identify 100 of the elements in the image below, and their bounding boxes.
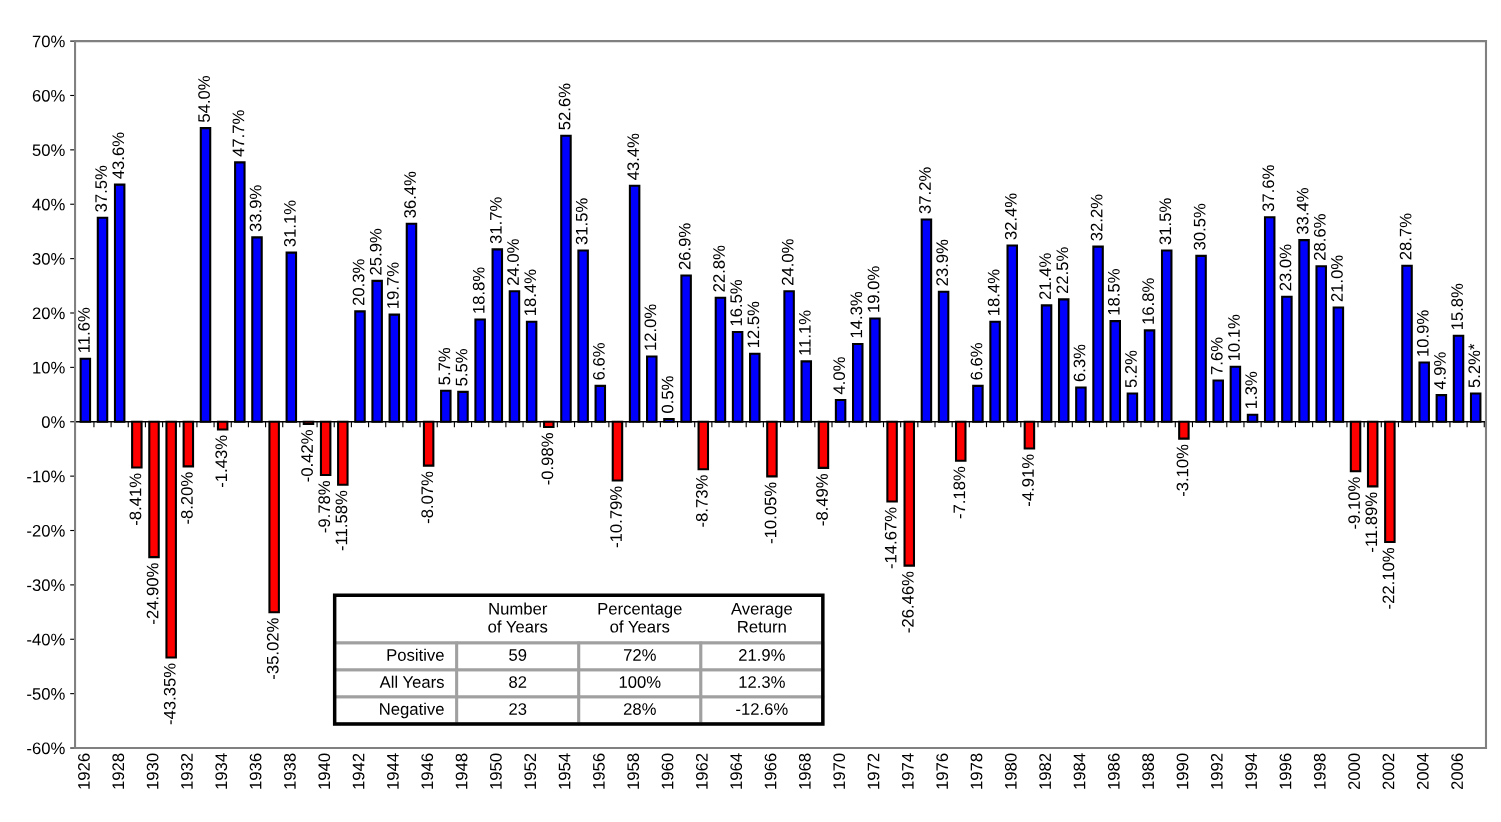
annotation: All Years [379,675,444,688]
data-label: -11.58% [335,490,348,551]
x-tick-label: 1970 [833,753,846,789]
data-label: 31.7% [489,197,502,244]
y-tick-label: 10% [33,361,65,374]
data-label: 52.6% [558,83,571,130]
data-label: 16.8% [1142,278,1155,324]
y-tick-label: -30% [27,579,65,592]
data-label: 5.5% [455,349,468,386]
data-label: -43.35% [163,663,176,725]
data-label: -9.78% [318,480,331,533]
data-label: -8.07% [421,471,434,524]
data-label: 1.3% [1245,371,1258,408]
data-label: 32.2% [1090,194,1103,241]
data-label: -11.89% [1365,492,1378,552]
x-tick-label: 1966 [764,753,777,789]
x-tick-label: 1950 [489,753,502,789]
data-label: 15.8% [1451,283,1463,330]
x-tick-label: 1962 [695,753,708,789]
data-label: 24.0% [507,239,519,285]
y-tick-label: -50% [27,688,65,700]
data-label: -3.10% [1176,444,1189,497]
data-label: 18.4% [524,269,537,315]
x-tick-label: 2002 [1382,753,1395,790]
y-tick-label: 60% [32,89,65,102]
x-tick-label: 1980 [1004,753,1017,789]
data-label: 23.9% [936,239,949,286]
data-label: 28.6% [1313,214,1326,260]
x-tick-label: 1968 [798,753,811,789]
y-tick-label: 20% [32,307,65,320]
annotation: Average Return [730,602,792,633]
x-tick-label: 2004 [1416,753,1429,790]
data-label: 36.4% [404,171,416,218]
data-label: 37.5% [95,165,107,212]
data-label: -26.46% [901,571,914,633]
x-tick-label: 1988 [1142,753,1155,789]
data-label: -8.41% [129,473,142,525]
annotation: 28% [623,703,656,715]
data-label: 33.4% [1296,188,1309,235]
data-label: -1.43% [215,435,228,488]
x-tick-label: 1958 [627,753,640,789]
data-label: -10.79% [610,486,622,548]
data-label: 6.3% [1073,344,1086,382]
y-tick-label: -20% [27,524,65,537]
x-tick-label: 1930 [146,753,159,789]
data-label: 10.9% [1416,310,1429,356]
data-label: 43.6% [112,132,125,179]
data-label: 31.1% [284,200,296,247]
data-label: 6.6% [592,343,605,380]
x-tick-label: 1974 [901,753,914,789]
x-tick-label: 1956 [592,753,605,789]
data-label: 5.7% [438,347,451,385]
data-label: 18.8% [472,267,485,313]
data-label: -22.10% [1382,547,1395,609]
data-label: 31.5% [1159,198,1172,245]
annotation: Negative [380,702,444,719]
data-label: 11.6% [78,307,90,352]
x-tick-label: 1994 [1245,753,1258,789]
data-label: 19.0% [867,266,880,312]
data-label: 4.9% [1434,352,1446,390]
data-label: -0.42% [301,430,313,482]
y-tick-label: -10% [27,470,65,483]
x-tick-label: 1972 [867,753,880,789]
data-label: 7.6% [1210,337,1223,375]
data-label: 21.0% [1331,255,1343,302]
annotation: -12.6% [736,703,788,715]
data-label: 47.7% [232,110,245,157]
data-label: 12.0% [644,304,657,350]
x-tick-label: 1940 [318,753,331,789]
x-tick-label: 1938 [284,753,296,789]
data-label: 24.0% [781,239,794,285]
data-label: 5.2% [1125,350,1137,388]
x-tick-label: 1936 [249,753,262,789]
data-label: 19.7% [386,262,399,308]
annotation: 100% [619,676,661,688]
data-label: -10.05% [764,482,777,544]
data-label: -8.73% [695,475,708,527]
y-tick-label: 0% [41,416,65,428]
data-label: -9.10% [1348,477,1361,529]
data-label: 20.3% [352,259,365,306]
data-label: 32.4% [1004,193,1017,240]
x-tick-label: 1960 [661,753,674,789]
x-tick-label: 1948 [455,753,468,789]
data-label: 18.5% [1107,269,1120,315]
y-tick-label: -60% [27,742,65,755]
data-label: 54.0% [198,76,210,122]
data-label: 18.4% [987,269,1000,315]
x-tick-label: 1926 [78,753,90,789]
annotation: Positive [387,648,444,661]
x-tick-label: 1944 [386,753,399,789]
data-label: 0.5% [661,376,674,413]
data-label: 22.5% [1056,247,1069,294]
data-label: -4.91% [1022,454,1034,506]
data-label: 14.3% [850,291,863,338]
annotation: Percentage of Years [598,602,682,633]
x-tick-label: 1934 [215,753,228,789]
y-tick-label: 50% [32,144,65,157]
data-label: 6.6% [970,343,983,380]
annotation: 21.9% [739,649,785,661]
x-tick-label: 1996 [1279,753,1292,789]
